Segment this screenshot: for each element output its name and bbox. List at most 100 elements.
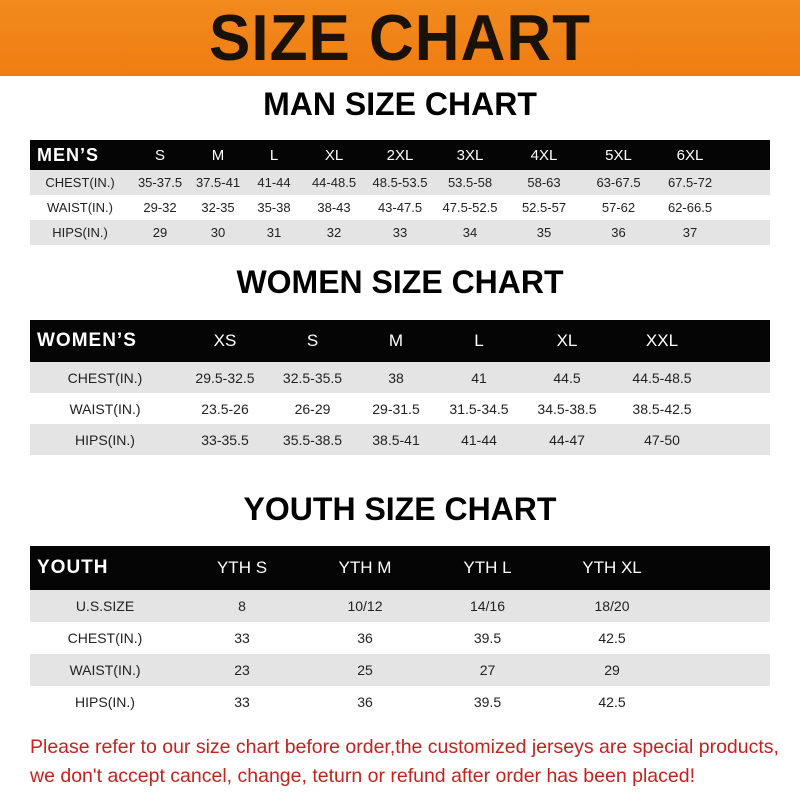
table-cell: 41-44 [257, 175, 291, 190]
row-label: HIPS(IN.) [75, 431, 135, 448]
table-cell: M [211, 146, 225, 164]
table-cell: M [388, 331, 404, 350]
order-notice: Please refer to our size chart before or… [30, 733, 790, 791]
banner: SIZE CHART [0, 0, 800, 76]
row-label: WOMEN’S [37, 330, 137, 351]
table-cell: L [474, 331, 484, 350]
youth-table: YOUTH YTH S YTH M YTH L YTH XL U.S.SIZE 8 10/12… [30, 546, 770, 718]
table-cell: 38 [388, 369, 404, 386]
table-cell: 57-62 [601, 200, 636, 215]
table-cell: 26-29 [294, 400, 331, 417]
table-cell: 44-48.5 [311, 175, 357, 190]
table-cell: 36 [357, 630, 373, 646]
table-cell: 30 [210, 225, 226, 240]
table-cell: 36 [357, 694, 373, 710]
row-label: CHEST(IN.) [67, 630, 143, 646]
table-cell: 18/20 [594, 598, 630, 614]
table-cell: L [269, 146, 279, 164]
table-row: HIPS(IN.) 33-35.5 35.5-38.5 38.5-41 41-44 44-… [30, 424, 770, 455]
table-row: CHEST(IN.) 33 36 39.5 42.5 [30, 622, 770, 654]
table-cell: 33 [234, 630, 250, 646]
table-cell: XS [213, 331, 237, 350]
header-row: YOUTH YTH S YTH M YTH L YTH XL [30, 546, 770, 590]
table-cell: 33-35.5 [201, 431, 249, 448]
notice-line: we don't accept cancel, change, teturn o… [30, 765, 695, 787]
table-cell: 42.5 [598, 630, 626, 646]
table-cell: S [306, 331, 319, 350]
table-cell: 53.5-58 [447, 175, 493, 190]
table-cell: 29 [152, 225, 168, 240]
table-cell: YTH XL [582, 558, 642, 577]
table-cell: 35 [536, 225, 552, 240]
table-cell: 35.5-38.5 [282, 431, 343, 448]
table-cell: 35-37.5 [137, 175, 183, 190]
row-label: WAIST(IN.) [69, 662, 141, 678]
table-cell: 38.5-41 [372, 431, 420, 448]
table-cell: 35-38 [257, 200, 291, 215]
table-cell: YTH L [463, 558, 512, 577]
table-cell: 42.5 [598, 694, 626, 710]
table-cell: 47.5-52.5 [442, 200, 498, 215]
table-cell: 29 [604, 662, 620, 678]
table-cell: YTH S [216, 558, 268, 577]
table-cell: 39.5 [473, 694, 502, 710]
table-row: CHEST(IN.) 29.5-32.5 32.5-35.5 38 41 44.5 44.5… [30, 362, 770, 393]
table-cell: 62-66.5 [667, 200, 713, 215]
table-cell: 44.5-48.5 [632, 369, 692, 386]
table-cell: 67.5-72 [667, 175, 713, 190]
table-cell: 33 [392, 225, 408, 240]
table-row: HIPS(IN.) 33 36 39.5 42.5 [30, 686, 770, 718]
table-cell: 4XL [530, 146, 558, 164]
table-row: CHEST(IN.) 35-37.5 37.5-41 41-44 44-48.5 48.5… [30, 170, 770, 195]
table-cell: 5XL [605, 146, 632, 164]
youth-title: YOUTH SIZE CHART [243, 491, 557, 527]
header-row: MEN’S S M L XL 2XL 3XL 4XL 5XL 6XL [30, 140, 770, 170]
table-row: HIPS(IN.) 29 30 31 32 33 34 35 36 37 [30, 220, 770, 245]
table-cell: 8 [238, 598, 246, 614]
table-cell: 2XL [386, 146, 414, 164]
men-title: MAN SIZE CHART [263, 86, 537, 122]
table-cell: 43-47.5 [377, 200, 423, 215]
table-cell: XXL [645, 331, 679, 350]
row-label: MEN’S [37, 144, 100, 165]
table-cell: XL [324, 146, 344, 164]
table-cell: 36 [611, 225, 626, 240]
table-cell: 32 [326, 225, 342, 240]
table-cell: 38-43 [317, 200, 351, 215]
table-cell: 37 [682, 225, 698, 240]
table-cell: 6XL [676, 146, 704, 164]
men-table: MEN’S S M L XL 2XL 3XL 4XL 5XL 6XL CHEST(IN.) 35-37… [30, 140, 770, 245]
table-cell: 47-50 [644, 431, 680, 448]
table-cell: 32.5-35.5 [282, 369, 343, 386]
table-row: WAIST(IN.) 23 25 27 29 [30, 654, 770, 686]
row-label: YOUTH [37, 557, 109, 578]
row-label: WAIST(IN.) [69, 400, 141, 417]
table-cell: 29.5-32.5 [195, 369, 255, 386]
table-cell: 63-67.5 [596, 175, 641, 190]
header-row: WOMEN’S XS S M L XL XXL [30, 320, 770, 362]
table-cell: 58-63 [527, 175, 561, 190]
table-cell: 37.5-41 [195, 175, 241, 190]
table-cell: 29-31.5 [372, 400, 420, 417]
row-label: WAIST(IN.) [47, 200, 113, 215]
table-cell: 33 [234, 694, 250, 710]
table-cell: 39.5 [473, 630, 502, 646]
row-label: HIPS(IN.) [52, 225, 108, 240]
notice-line: Please refer to our size chart before or… [30, 736, 779, 758]
table-cell: 14/16 [469, 598, 506, 614]
table-cell: 31 [266, 225, 282, 240]
row-label: U.S.SIZE [75, 598, 135, 614]
row-label: CHEST(IN.) [67, 369, 143, 386]
table-cell: 3XL [456, 146, 484, 164]
table-cell: 44-47 [549, 431, 585, 448]
table-cell: 48.5-53.5 [372, 175, 428, 190]
table-row: U.S.SIZE 8 10/12 14/16 18/20 [30, 590, 770, 622]
table-cell: 44.5 [553, 369, 581, 386]
table-cell: S [154, 146, 165, 164]
women-table: WOMEN’S XS S M L XL XXL CHEST(IN.) 29.5-32.5 32.5… [30, 320, 770, 455]
table-cell: 23 [234, 662, 250, 678]
table-cell: 41 [471, 369, 487, 386]
table-cell: 34 [462, 225, 478, 240]
table-cell: 31.5-34.5 [449, 400, 509, 417]
table-row: WAIST(IN.) 23.5-26 26-29 29-31.5 31.5-34.5 34… [30, 393, 770, 424]
